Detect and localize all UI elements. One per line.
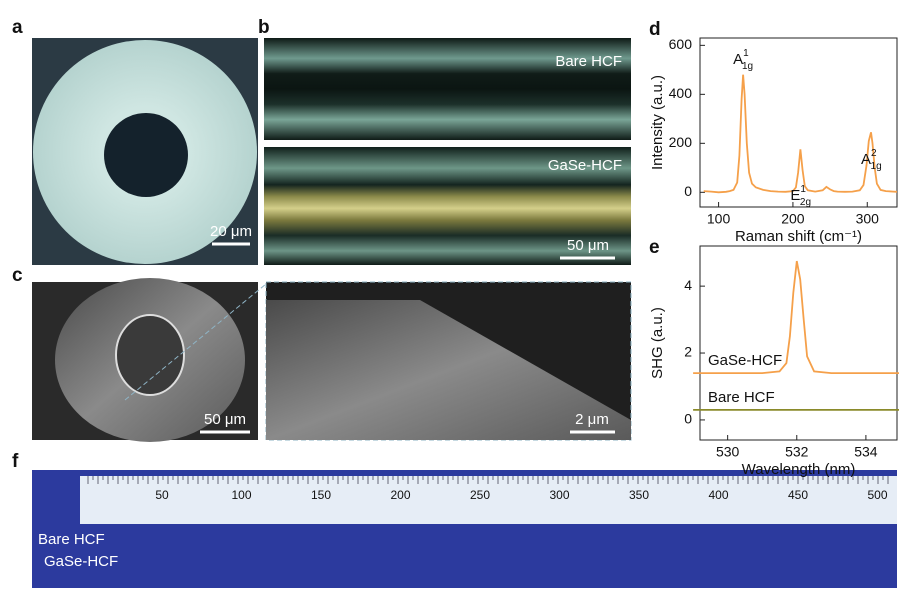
peak-label-sub: 2g <box>800 197 811 208</box>
peak-label-sub: 1g <box>871 161 882 172</box>
peak-label-sup: 2 <box>871 148 877 159</box>
panel-label: e <box>649 237 660 258</box>
peak-label-sup: 1 <box>800 184 806 195</box>
ruler-label: 500 <box>867 488 887 502</box>
peak-label-sup: 1 <box>743 48 749 59</box>
scale-label: 50 μm <box>204 411 246 428</box>
plot-frame <box>700 38 897 207</box>
y-tick-label: 0 <box>684 411 692 427</box>
ruler-label: 300 <box>549 488 569 502</box>
y-tick-label: 0 <box>684 183 692 199</box>
legend-label: GaSe-HCF <box>708 352 782 369</box>
peak-label: A2 1g <box>861 148 882 172</box>
fiber-core <box>104 113 188 197</box>
fiber-label: GaSe-HCF <box>44 553 118 570</box>
ruler-label: 150 <box>311 488 331 502</box>
sem-core <box>116 315 184 395</box>
panel-label: b <box>258 17 270 38</box>
panel-label: f <box>12 451 19 472</box>
x-tick-label: 534 <box>854 444 878 460</box>
y-axis-label: SHG (a.u.) <box>649 307 666 379</box>
y-tick-label: 4 <box>684 277 692 293</box>
ruler-label: 450 <box>788 488 808 502</box>
figure: a b c d e f Bare HCF GaSe-HCF 20 μm 50 μm 50 μm 2 μ… <box>0 0 899 594</box>
x-tick-label: 532 <box>785 444 809 460</box>
ruler-label: 250 <box>470 488 490 502</box>
ruler-label: 200 <box>390 488 410 502</box>
y-tick-label: 2 <box>684 344 692 360</box>
ruler-label: 350 <box>629 488 649 502</box>
legend-label: Bare HCF <box>708 389 775 406</box>
panel-label: c <box>12 265 23 286</box>
panel-label: a <box>12 17 23 38</box>
y-axis-label: Intensity (a.u.) <box>649 75 666 170</box>
panel-label: d <box>649 19 661 40</box>
image-label: GaSe-HCF <box>548 157 622 174</box>
scale-label: 20 μm <box>210 223 252 240</box>
y-tick-label: 200 <box>669 134 693 150</box>
ruler-label: 400 <box>708 488 728 502</box>
x-tick-label: 300 <box>856 211 880 227</box>
y-tick-label: 400 <box>669 85 693 101</box>
peak-label: E1 2g <box>790 184 811 208</box>
peak-label-base: A <box>861 151 871 168</box>
x-axis-label: Raman shift (cm⁻¹) <box>735 228 862 245</box>
x-tick-label: 100 <box>707 211 731 227</box>
y-tick-label: 600 <box>669 36 693 52</box>
x-tick-label: 200 <box>781 211 805 227</box>
ruler-label: 50 <box>155 488 169 502</box>
ruler-label: 100 <box>231 488 251 502</box>
data-line <box>704 75 897 193</box>
scale-label: 50 μm <box>567 237 609 254</box>
scale-label: 2 μm <box>575 411 609 428</box>
x-tick-label: 530 <box>716 444 740 460</box>
peak-label-base: E <box>790 187 800 204</box>
fiber-label: Bare HCF <box>38 531 105 548</box>
x-axis-label: Wavelength (nm) <box>742 461 856 478</box>
image-label: Bare HCF <box>555 53 622 70</box>
peak-label-sub: 1g <box>742 61 753 72</box>
page: {"figure": { "panel_labels": ["a", "b", … <box>0 0 899 594</box>
